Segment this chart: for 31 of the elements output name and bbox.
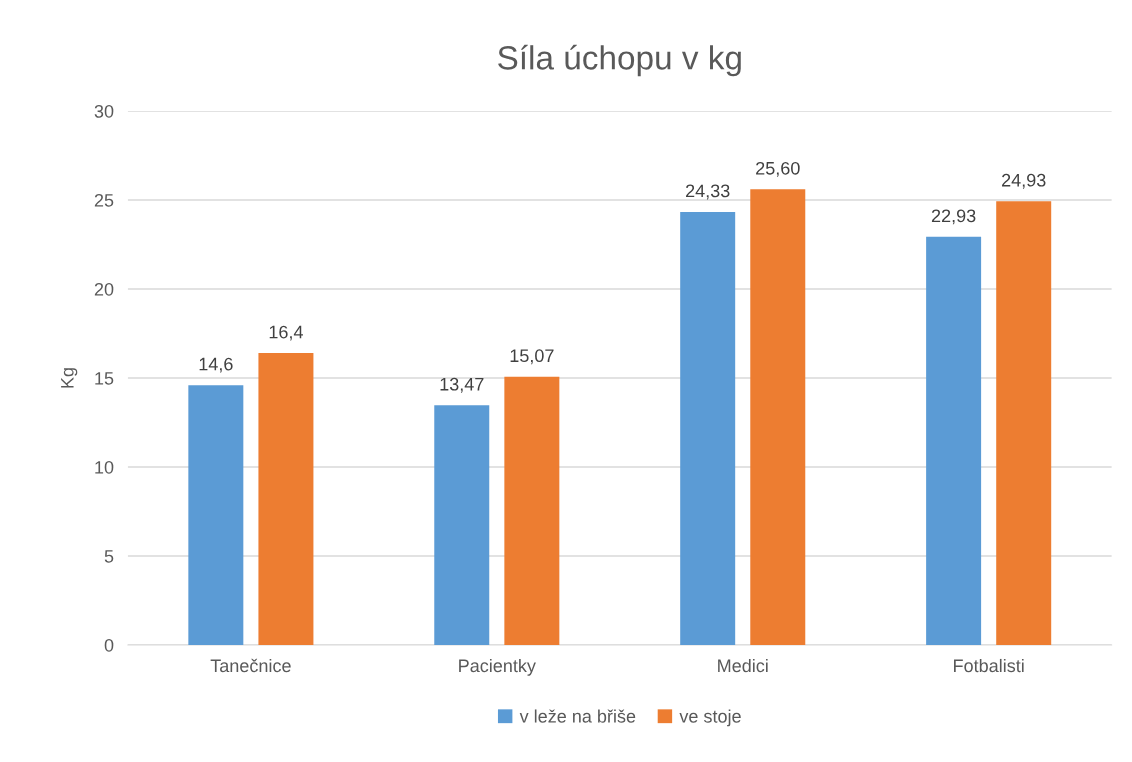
data-label: 14,6 <box>199 357 233 373</box>
legend-label: ve stoje <box>679 709 741 727</box>
data-label: 13,47 <box>440 377 484 393</box>
data-label: 16,4 <box>269 325 303 341</box>
y-tick-label: 5 <box>104 550 114 563</box>
bar <box>188 385 244 646</box>
data-label: 24,93 <box>1002 173 1046 189</box>
bar <box>680 211 736 646</box>
chart-title: Síla úchopu v kg <box>498 44 741 77</box>
y-axis-title: Kg <box>61 368 78 388</box>
data-label: 22,93 <box>931 209 976 225</box>
x-tick-label: Pacientky <box>459 658 536 676</box>
y-tick-label: 30 <box>94 104 114 118</box>
bar <box>750 189 806 646</box>
y-tick-label: 10 <box>95 460 114 474</box>
x-tick-label: Medici <box>718 658 768 673</box>
y-tick-label: 0 <box>104 638 114 652</box>
x-tick-label: Tanečnice <box>210 658 291 673</box>
y-tick-label: 15 <box>95 372 114 385</box>
bar <box>434 405 490 646</box>
legend-label: v leže na břiše <box>519 709 636 723</box>
data-label: 24,33 <box>686 184 730 200</box>
bar <box>258 353 314 646</box>
bar <box>996 201 1052 646</box>
data-label: 15,07 <box>510 349 554 365</box>
y-tick-label: 20 <box>94 282 114 296</box>
bar <box>504 376 560 646</box>
x-tick-label: Fotbalisti <box>954 658 1024 673</box>
y-tick-label: 25 <box>94 193 114 207</box>
data-label: 25,60 <box>756 161 800 177</box>
bar <box>926 236 982 646</box>
